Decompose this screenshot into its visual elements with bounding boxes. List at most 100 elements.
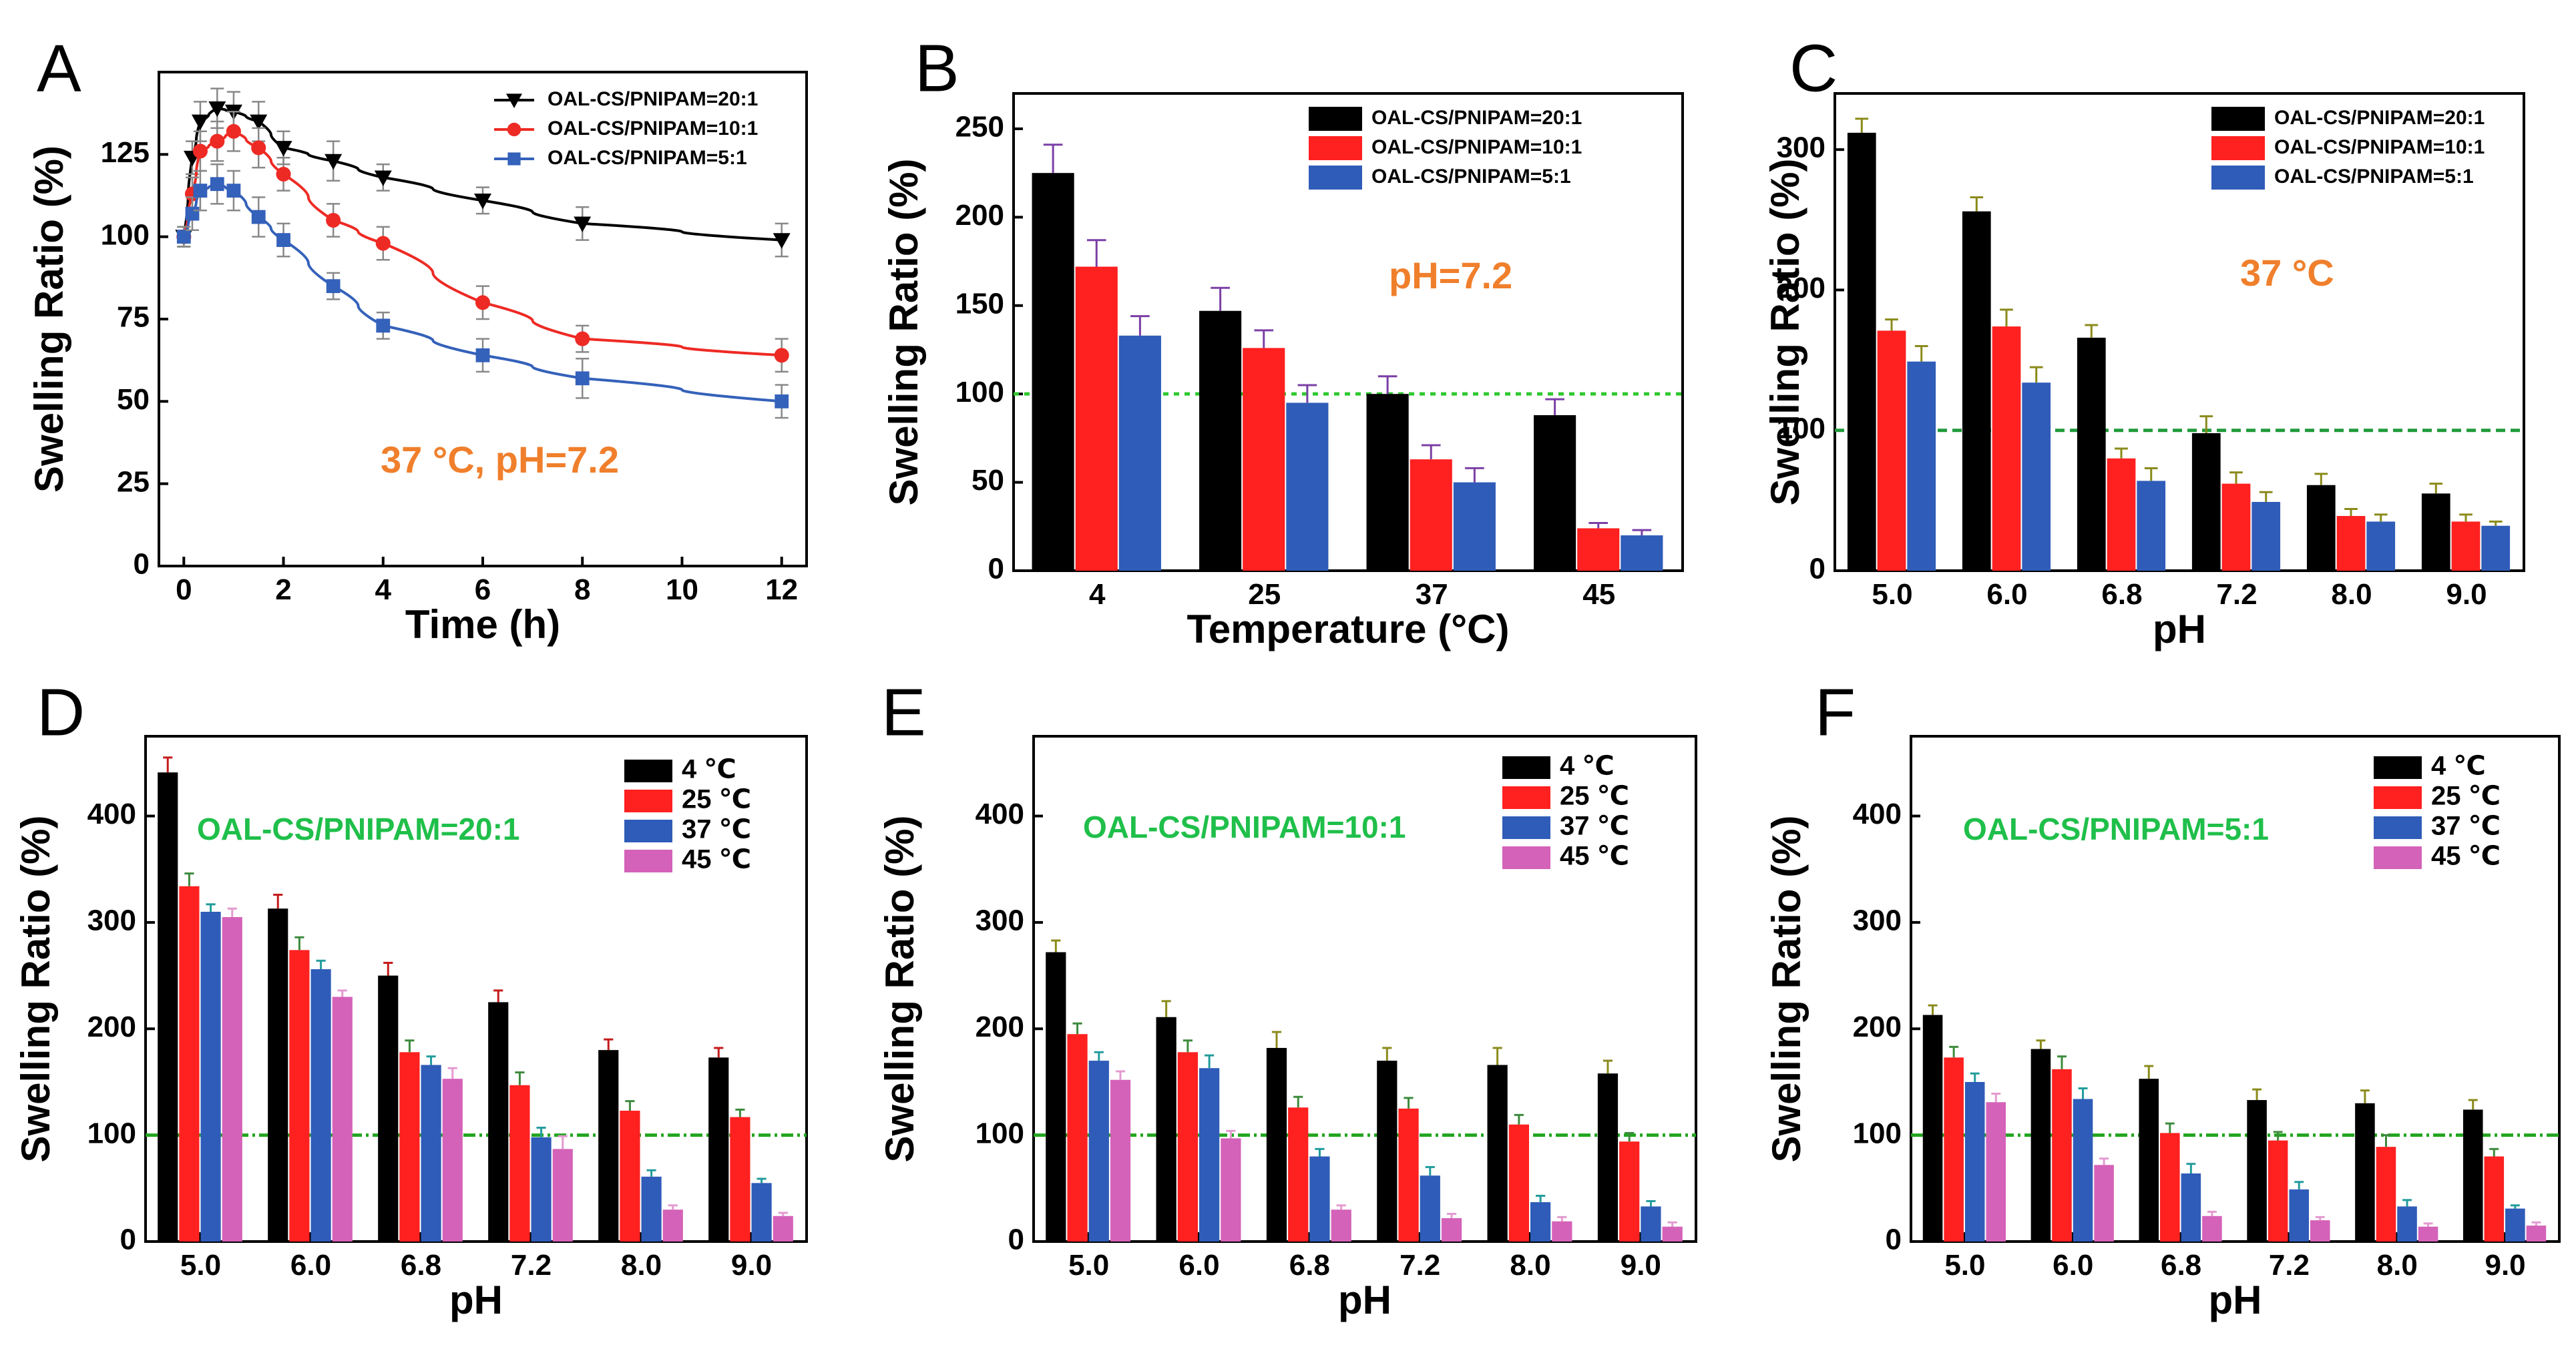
bar xyxy=(1922,1015,1943,1242)
annotation: 37 °C, pH=7.2 xyxy=(381,439,619,481)
legend-swatch xyxy=(2211,107,2265,131)
annotation: OAL-CS/PNIPAM=5:1 xyxy=(1963,812,2269,846)
bar xyxy=(179,886,200,1242)
bar xyxy=(2376,1147,2396,1242)
panel-label: B xyxy=(915,31,959,105)
axes-frame xyxy=(144,735,808,1243)
series-1 xyxy=(1032,144,1576,571)
bar xyxy=(1487,1065,1508,1242)
panel-label: F xyxy=(1815,675,1856,750)
x-tick-label: 7.2 xyxy=(511,1249,552,1282)
data-point xyxy=(475,295,491,310)
bar xyxy=(421,1065,441,1242)
panel-label: D xyxy=(37,675,85,750)
bar xyxy=(2107,458,2136,571)
x-axis-label: Temperature (°C) xyxy=(1187,607,1510,651)
y-tick-label: 0 xyxy=(120,1224,136,1256)
bar xyxy=(1964,1081,1985,1242)
x-tick-label: 45 xyxy=(1582,578,1615,611)
legend-marker xyxy=(507,122,521,137)
data-point xyxy=(210,133,225,149)
x-tick-label: 8.0 xyxy=(1510,1249,1550,1282)
y-tick-label: 100 xyxy=(101,218,150,251)
bar xyxy=(1420,1175,1440,1242)
x-tick-label: 9.0 xyxy=(1621,1249,1661,1282)
bar xyxy=(1453,482,1496,571)
x-tick-label: 4 xyxy=(375,573,392,606)
bar xyxy=(2247,1100,2267,1242)
bar xyxy=(1619,1141,1640,1242)
y-axis-label: Swelling Ratio (%) xyxy=(1763,158,1807,505)
x-tick-label: 7.2 xyxy=(2216,578,2257,611)
bar xyxy=(2421,493,2450,571)
y-tick-label: 400 xyxy=(976,798,1024,830)
x-axis-label: pH xyxy=(2209,1278,2262,1322)
series-2 xyxy=(1067,1022,1640,1242)
bar xyxy=(2289,1189,2309,1242)
data-point xyxy=(208,101,226,117)
legend-label: OAL-CS/PNIPAM=20:1 xyxy=(1371,107,1582,129)
bar xyxy=(1243,348,1285,571)
y-tick-label: 300 xyxy=(1853,904,1902,937)
bar xyxy=(1552,1221,1572,1242)
legend-swatch xyxy=(1309,166,1362,190)
bar xyxy=(1266,1047,1287,1242)
x-axis-label: pH xyxy=(1338,1278,1391,1322)
x-tick-label: 12 xyxy=(765,573,798,606)
x-tick-label: 7.2 xyxy=(1400,1249,1440,1282)
bar xyxy=(1110,1079,1131,1242)
series-3 xyxy=(1088,1051,1661,1242)
y-tick-label: 250 xyxy=(955,111,1004,144)
series-1 xyxy=(175,87,791,258)
bar xyxy=(2505,1208,2525,1242)
panel-f: F 0 100 200 300 400 Swelling Ratio (%) pH OAL-CS… xyxy=(1764,675,2561,1322)
y-axis-label: Swelling Ratio (%) xyxy=(1764,815,1809,1162)
bar xyxy=(289,950,310,1242)
y-tick-label: 200 xyxy=(976,1011,1024,1043)
bar xyxy=(1177,1052,1198,1242)
series-2 xyxy=(1075,239,1620,571)
y-tick-label: 150 xyxy=(955,287,1004,320)
bar xyxy=(222,916,242,1242)
y-tick-label: 400 xyxy=(1853,798,1902,830)
bar xyxy=(1366,394,1409,571)
bar xyxy=(1962,211,1991,571)
y-tick-label: 100 xyxy=(1853,1117,1902,1149)
y-tick-label: 0 xyxy=(1008,1224,1024,1256)
x-tick-label: 5.0 xyxy=(1944,1249,1985,1282)
x-tick-label: 6.8 xyxy=(401,1249,441,1282)
x-tick-label: 4 xyxy=(1089,578,1106,611)
bar xyxy=(1441,1218,1462,1242)
bar xyxy=(2077,337,2106,571)
x-tick-label: 5.0 xyxy=(180,1249,221,1282)
legend-label: 4 ℃ xyxy=(1560,752,1615,781)
bar xyxy=(1331,1209,1351,1242)
bar xyxy=(2268,1140,2288,1242)
bar xyxy=(552,1149,573,1242)
bar xyxy=(531,1137,552,1242)
legend-label: 4 ℃ xyxy=(2431,752,2486,781)
data-point xyxy=(251,140,266,156)
y-tick-label: 100 xyxy=(87,1117,136,1149)
bar xyxy=(1199,310,1242,571)
panel-b: B 0 50 100 150 200 250 Swelling Ratio (%) Temper… xyxy=(881,31,1684,651)
legend-swatch xyxy=(1309,107,1362,131)
panel-label: E xyxy=(881,675,926,750)
bar xyxy=(641,1176,662,1242)
bar xyxy=(200,911,221,1242)
series-1 xyxy=(158,756,729,1242)
x-axis-label: pH xyxy=(449,1278,503,1322)
y-tick-label: 200 xyxy=(87,1011,136,1043)
bar xyxy=(1641,1206,1661,1242)
x-tick-label: 37 xyxy=(1416,578,1448,611)
bar xyxy=(2366,521,2396,571)
x-tick-label: 5.0 xyxy=(1068,1249,1109,1282)
y-tick-label: 100 xyxy=(1777,412,1826,445)
series-2 xyxy=(179,872,750,1242)
bar xyxy=(1286,402,1329,571)
bar xyxy=(2526,1226,2547,1242)
bar xyxy=(1662,1226,1683,1242)
series-3 xyxy=(200,903,772,1242)
